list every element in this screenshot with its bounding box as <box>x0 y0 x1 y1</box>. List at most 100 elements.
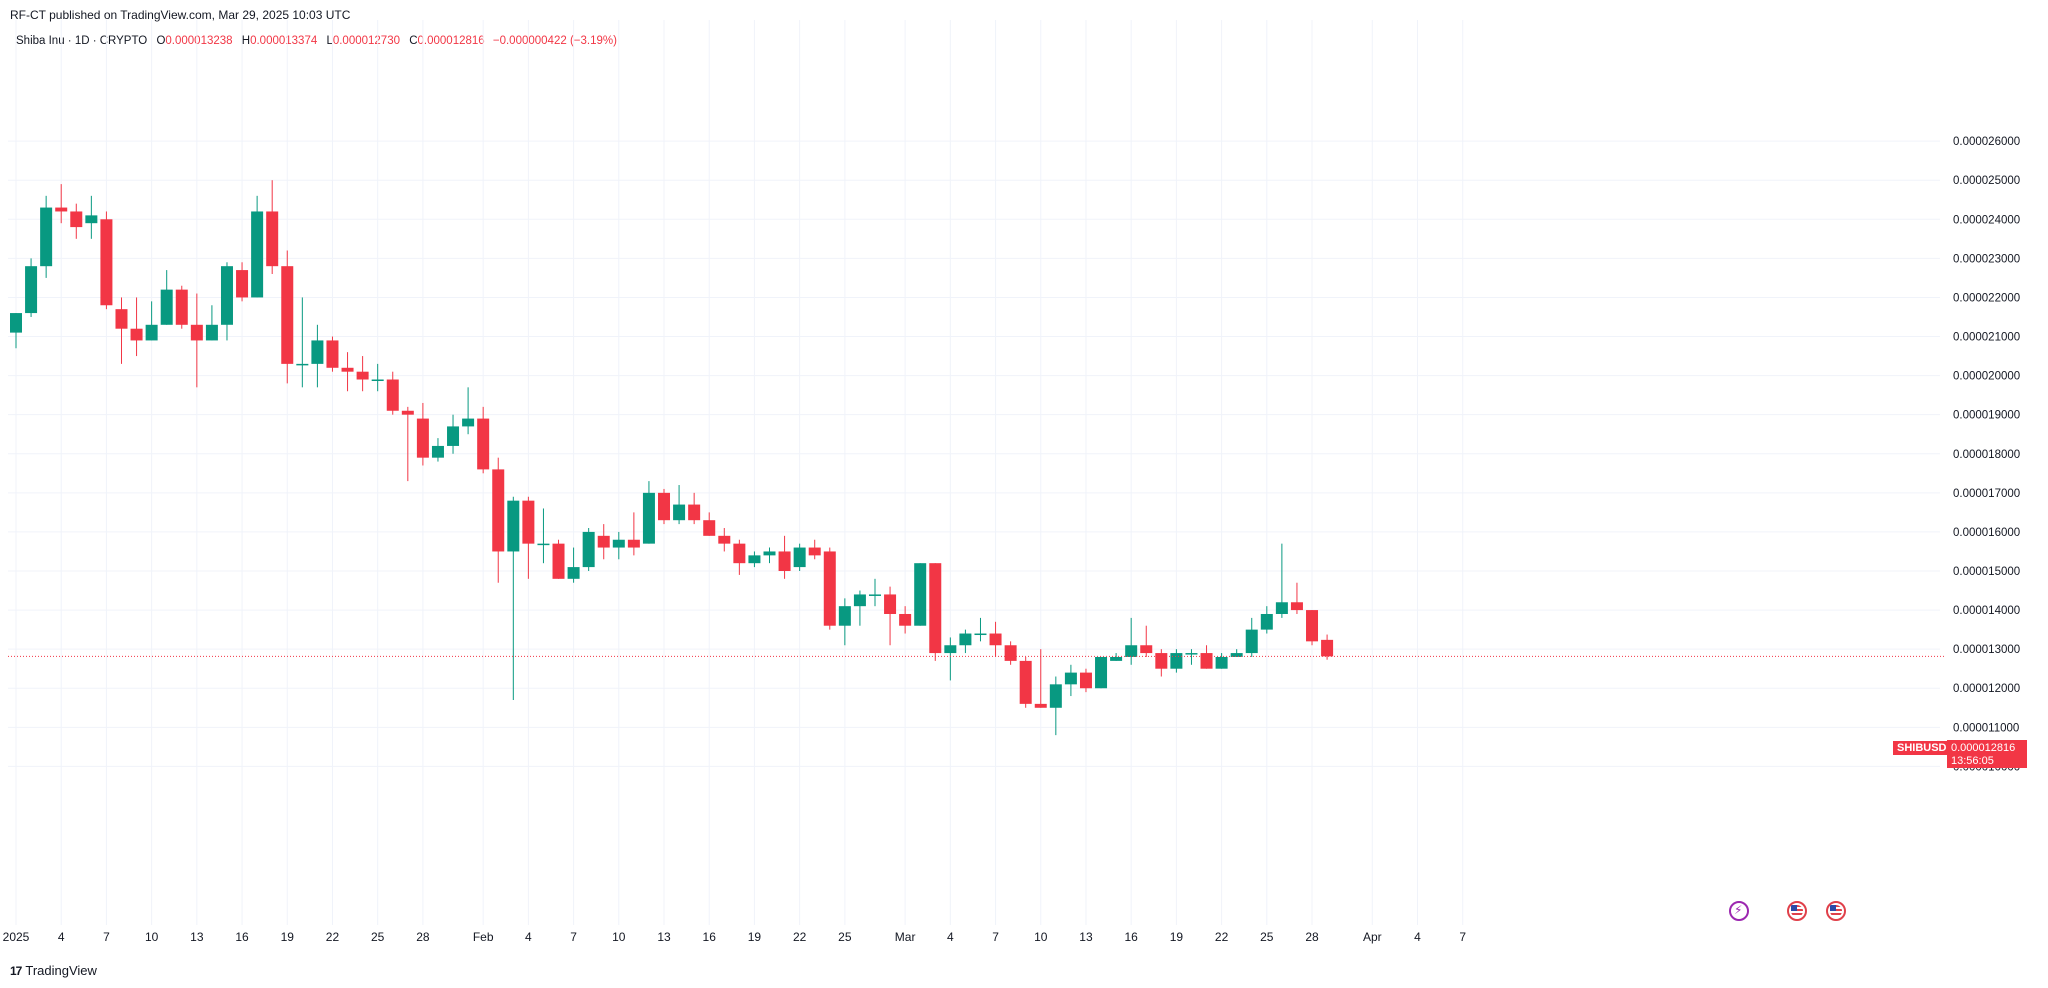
x-tick-label: 16 <box>703 930 717 944</box>
candle <box>236 262 249 302</box>
candle <box>190 293 203 388</box>
candle-body <box>431 445 444 458</box>
candle <box>868 578 881 607</box>
y-tick-label: 0.000017000 <box>1953 488 2020 500</box>
legend-low-value: 0.000012730 <box>332 35 400 47</box>
candle <box>522 496 535 579</box>
candle-body <box>974 633 987 636</box>
candle-body <box>296 363 309 366</box>
candle-body <box>492 469 505 552</box>
legend-open-label: O <box>156 35 166 47</box>
y-tick-label: 0.000021000 <box>1953 332 2020 344</box>
candle <box>401 406 414 482</box>
candle-body <box>70 211 83 228</box>
candle <box>100 211 113 310</box>
candle-body <box>1079 672 1092 689</box>
y-tick-label: 0.000013000 <box>1953 644 2020 656</box>
candle <box>703 512 716 536</box>
x-tick-label: Mar <box>895 930 916 944</box>
x-tick-label: 25 <box>838 930 852 944</box>
us-flag-event-icon[interactable] <box>1787 901 1807 921</box>
candle-body <box>808 547 821 556</box>
y-tick-label: 0.000016000 <box>1953 527 2020 539</box>
legend-low-label: L <box>326 35 333 47</box>
x-tick-label: 19 <box>281 930 295 944</box>
candle-body <box>914 563 927 626</box>
y-tick-label: 0.000018000 <box>1953 449 2020 461</box>
grid-lines <box>8 20 1940 925</box>
x-tick-label: 7 <box>992 930 999 944</box>
x-tick-label: Apr <box>1363 930 1382 944</box>
candle-body <box>1170 653 1183 669</box>
candle <box>688 492 701 525</box>
candle-body <box>1019 660 1032 704</box>
candle-body <box>597 535 610 548</box>
candle <box>220 262 233 341</box>
candle-body <box>673 504 686 521</box>
candle-body <box>341 367 354 372</box>
candle-body <box>1064 672 1077 685</box>
candle <box>160 270 173 325</box>
candle <box>793 543 806 571</box>
candle-body <box>703 520 716 536</box>
candle-body <box>959 633 972 646</box>
candle <box>1321 634 1334 660</box>
candle <box>838 598 851 646</box>
x-tick-label: 25 <box>371 930 385 944</box>
candle <box>70 203 83 239</box>
candle-body <box>1321 639 1334 657</box>
candle-body <box>40 207 53 267</box>
candle <box>597 524 610 560</box>
candle <box>1260 606 1273 634</box>
x-tick-label: 19 <box>748 930 762 944</box>
tradingview-logo[interactable]: 17 TradingView <box>10 963 97 978</box>
candle <box>205 305 218 341</box>
lightning-event-icon[interactable] <box>1729 901 1749 921</box>
x-tick-label: Feb <box>473 930 494 944</box>
x-tick-label: 7 <box>1459 930 1466 944</box>
candle <box>507 496 520 700</box>
candle <box>1185 649 1198 665</box>
candle <box>1079 668 1092 693</box>
time-axis: 2025 4 7 10 13 16 19 22 25 28 Feb 4 7 10 13 16 19 22 25 Mar… <box>3 930 1467 944</box>
candle <box>914 563 927 626</box>
candle <box>1275 543 1288 618</box>
candle <box>175 285 188 329</box>
candle <box>974 617 987 642</box>
x-tick-label: 10 <box>612 930 626 944</box>
candle-body <box>823 551 836 626</box>
candle <box>85 195 98 239</box>
y-tick-label: 0.000012000 <box>1953 683 2020 695</box>
candle-body <box>1110 656 1123 661</box>
candle <box>115 297 128 364</box>
candle-body <box>251 211 264 298</box>
candle-body <box>658 492 671 521</box>
legend-high-value: 0.000013374 <box>250 35 318 47</box>
y-tick-label: 0.000023000 <box>1953 253 2020 265</box>
legend-close-label: C <box>409 35 418 47</box>
x-tick-label: 4 <box>1414 930 1421 944</box>
y-tick-label: 0.000025000 <box>1953 175 2020 187</box>
legend-symbol[interactable]: Shiba Inu · 1D · CRYPTO <box>16 35 148 47</box>
x-tick-label: 7 <box>103 930 110 944</box>
candle-body <box>160 289 173 325</box>
legend-change: −0.000000422 (−3.19%) <box>492 35 617 47</box>
candle-body <box>130 328 143 341</box>
candle <box>130 297 143 357</box>
y-tick-label: 0.000011000 <box>1953 722 2019 734</box>
candles <box>10 180 1334 736</box>
x-tick-label: 10 <box>145 930 159 944</box>
candle-body <box>853 594 866 607</box>
x-tick-label: 4 <box>947 930 954 944</box>
candle <box>447 414 460 454</box>
candle-body <box>612 539 625 548</box>
candle <box>1034 649 1047 708</box>
y-tick-label: 0.000014000 <box>1953 605 2020 617</box>
candle <box>326 336 339 372</box>
candle-body <box>522 500 535 544</box>
candle-body <box>838 606 851 626</box>
candle-body <box>1004 645 1017 661</box>
us-flag-event-icon[interactable] <box>1826 901 1846 921</box>
candle <box>853 590 866 626</box>
